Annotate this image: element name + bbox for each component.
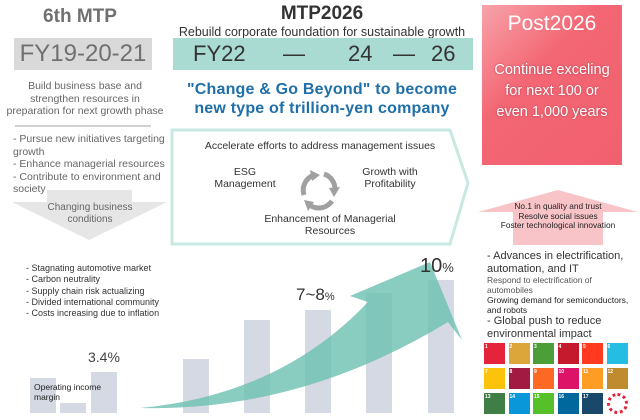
sdg-icon: 2: [508, 343, 530, 364]
down-arrow-shape: [12, 190, 167, 240]
list-item: - Pursue new initiatives targeting growt…: [13, 133, 165, 158]
future-trends: - Advances in electrification, automatio…: [487, 250, 639, 340]
sdg-icon: 1: [484, 343, 505, 364]
trend-item: - Global push to reduce environmental im…: [487, 315, 602, 340]
sixth-mtp-period: FY19-20-21: [14, 38, 152, 70]
sdg-icon: 17: [582, 393, 603, 414]
sdg-icon: 5: [582, 343, 603, 364]
goal-item: Resolve social issues: [518, 210, 598, 221]
accelerate-text: Accelerate efforts to address management…: [204, 140, 436, 152]
list-item: - Carbon neutrality: [26, 274, 101, 285]
sdg-icon: 14: [508, 393, 530, 414]
cycle-arrows-icon: [300, 170, 340, 211]
changing-conditions-label: Changing business conditions: [47, 202, 133, 225]
mtp2026-subtitle: Rebuild corporate foundation for sustain…: [178, 25, 466, 39]
growth-arrow: [140, 262, 462, 409]
post2026-description: Continue exceling for next 100 or even 1…: [494, 62, 610, 120]
margin-bar: [30, 378, 56, 413]
list-item: - Contribute to environment and society: [13, 170, 161, 196]
sdg-icon: 7: [484, 368, 505, 389]
sdg-icon: 8: [508, 368, 530, 389]
fy-dash: —: [283, 41, 305, 66]
goal-item: Foster technological innovation: [500, 220, 616, 230]
mtp2026-title: MTP2026: [280, 3, 364, 24]
trend-item: - Advances in electrification, automatio…: [487, 250, 624, 275]
managerial-resources-label: Enhancement of Managerial Resources: [264, 213, 396, 237]
margin-growth-graphic: [30, 262, 462, 413]
margin-bar: [60, 403, 86, 413]
fy-dash: —: [393, 41, 415, 66]
list-item: - Costs increasing due to inflation: [26, 308, 160, 319]
business-conditions-list: - Stagnating automotive market - Carbon …: [26, 263, 196, 319]
fy-mid: 24: [348, 41, 373, 66]
margin-target: 10%: [420, 255, 454, 277]
sdg-icon: 9: [533, 368, 554, 389]
sdg-icon: 3: [533, 343, 554, 364]
operating-income-margin-label: Operating income margin: [34, 382, 102, 402]
list-item: - Supply chain risk actualizing: [26, 285, 145, 296]
trend-subitem: Respond to electrification of automobile…: [487, 275, 592, 295]
up-arrow-shape: [478, 190, 638, 245]
post2026-box: Post2026 Continue exceling for next 100 …: [482, 5, 622, 165]
margin-mid: 7~8%: [296, 285, 335, 304]
sixth-mtp-description: Build business base and strengthen resou…: [6, 80, 164, 117]
divider: [15, 125, 151, 127]
sdg-icon: 16: [557, 393, 579, 414]
sixth-mtp-title: 6th MTP: [43, 6, 117, 27]
sdg-icon: 11: [582, 368, 603, 389]
post2026-goals: No.1 in quality and trust Resolve social…: [480, 201, 636, 231]
sdg-icon: 4: [557, 343, 579, 364]
list-item: - Stagnating automotive market: [26, 263, 152, 273]
list-item: - Divided international community: [26, 296, 160, 307]
sdg-icons-grid: 1 2 3 4 5 6 7 8 9 10 11 12 13 14 15 16 17: [484, 343, 628, 414]
sdg-icon: 10: [557, 368, 579, 389]
growth-profitability-label: Growth with Profitability: [362, 166, 418, 190]
fy-end: 26: [431, 41, 456, 66]
margin-current: 3.4%: [88, 349, 120, 365]
slogan: "Change & Go Beyond" to become new type …: [186, 81, 458, 117]
sdg-icon: 13: [484, 393, 505, 414]
post2026-title: Post2026: [507, 12, 597, 35]
list-item: - Enhance managerial resources: [13, 158, 165, 170]
sdg-icon: [606, 393, 628, 414]
margin-bar: [91, 372, 117, 413]
sdg-icon: 12: [606, 368, 628, 389]
trend-subitem: Growing demand for semiconductors, and r…: [487, 295, 629, 315]
management-issues-panel: [170, 128, 470, 246]
sdg-icon: 15: [533, 393, 554, 414]
sixth-mtp-items: - Pursue new initiatives targeting growt…: [13, 133, 173, 196]
mtp2026-period: FY22 — 24 — 26: [173, 38, 473, 70]
fy-start: FY22: [193, 41, 246, 66]
esg-management-label: ESG Management: [214, 166, 276, 190]
goal-item: No.1 in quality and trust: [514, 201, 602, 211]
sdg-icon: 6: [606, 343, 628, 364]
